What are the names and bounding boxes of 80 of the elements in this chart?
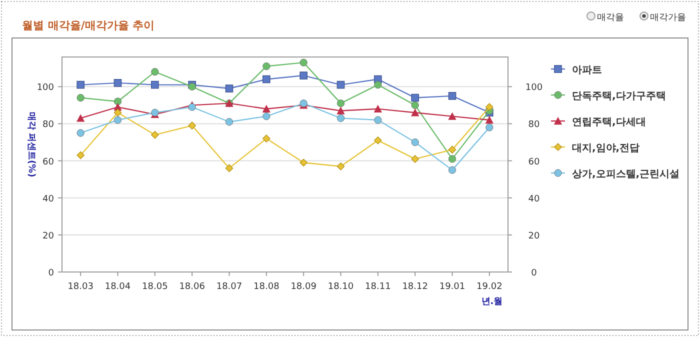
y-tick-label: 20 <box>42 231 54 242</box>
y2-tick-label: 40 <box>528 194 540 204</box>
point <box>262 104 271 112</box>
point <box>262 75 270 84</box>
y2-tick-label: 80 <box>528 120 540 130</box>
x-tick-label: 18.08 <box>254 282 280 292</box>
text: 매각가율 <box>650 13 686 23</box>
x-tick-label: 18.12 <box>402 282 428 292</box>
point <box>374 104 382 112</box>
point <box>300 58 308 66</box>
point <box>336 100 345 108</box>
point <box>336 80 345 89</box>
point <box>225 118 234 126</box>
y-tick-label: 80 <box>42 120 54 130</box>
point <box>374 116 382 124</box>
legend-label: 연립주택,다세대 <box>572 117 646 128</box>
point <box>262 62 270 70</box>
point <box>374 81 382 89</box>
point <box>76 94 84 102</box>
legend-label: 아파트 <box>572 65 602 76</box>
point <box>262 134 270 142</box>
x-tick-label: 19.02 <box>476 282 502 292</box>
point <box>300 72 308 80</box>
point <box>76 114 85 122</box>
x-tick-label: 18.06 <box>179 282 206 292</box>
point <box>486 103 494 111</box>
legend-label: 대지,임야,전답 <box>572 143 640 154</box>
point <box>151 80 159 89</box>
point <box>336 106 345 114</box>
x-tick-label: 18.11 <box>365 282 391 292</box>
point <box>374 136 382 144</box>
point <box>410 108 420 116</box>
point <box>448 155 456 163</box>
x-axis-title: 년.월 <box>481 297 503 307</box>
point <box>262 112 270 120</box>
legend-label: 단독주택,다가구주택 <box>572 91 666 102</box>
point <box>76 151 84 160</box>
legend-label: 상가,오피스텔,근린시설 <box>572 169 680 180</box>
point <box>76 80 84 89</box>
point <box>336 162 345 170</box>
x-tick-label: 18.10 <box>328 282 354 292</box>
point <box>114 116 122 124</box>
y-tick-label: 60 <box>42 157 54 168</box>
x-tick-label: 19.01 <box>439 282 466 292</box>
y-axis-title: 매각 퍼센트(%) <box>26 112 36 178</box>
x-tick-label: 18.05 <box>142 282 168 292</box>
point <box>411 138 419 146</box>
point <box>485 116 494 124</box>
point <box>76 129 84 137</box>
point <box>411 155 419 163</box>
point <box>448 92 456 100</box>
y2-tick-label: 100 <box>525 83 543 94</box>
point <box>336 114 345 122</box>
y-tick-label: 100 <box>36 83 54 94</box>
y-tick-label: 40 <box>42 194 54 204</box>
point <box>448 112 456 120</box>
point <box>225 84 234 92</box>
x-tick-label: 18.03 <box>68 282 94 292</box>
point <box>114 108 122 117</box>
x-tick-label: 18.09 <box>290 282 317 292</box>
point <box>225 164 234 172</box>
text: 매각율 <box>597 13 624 23</box>
point <box>486 124 494 132</box>
point <box>448 146 456 154</box>
x-tick-label: 18.04 <box>104 282 131 292</box>
point <box>114 98 122 106</box>
x-tick-label: 18.07 <box>216 282 242 292</box>
point <box>448 166 456 174</box>
point <box>114 79 122 87</box>
y2-tick-label: 20 <box>528 231 540 242</box>
y2-tick-label: 0 <box>531 268 538 278</box>
y-tick-label: 0 <box>48 268 54 278</box>
point <box>151 130 159 139</box>
y2-tick-label: 60 <box>528 157 540 168</box>
point <box>151 68 159 76</box>
point <box>188 122 196 130</box>
point <box>300 158 308 167</box>
chart-title: 월별 매각율/매각가율 추이 <box>22 19 155 32</box>
point <box>411 94 419 102</box>
point <box>411 101 419 109</box>
